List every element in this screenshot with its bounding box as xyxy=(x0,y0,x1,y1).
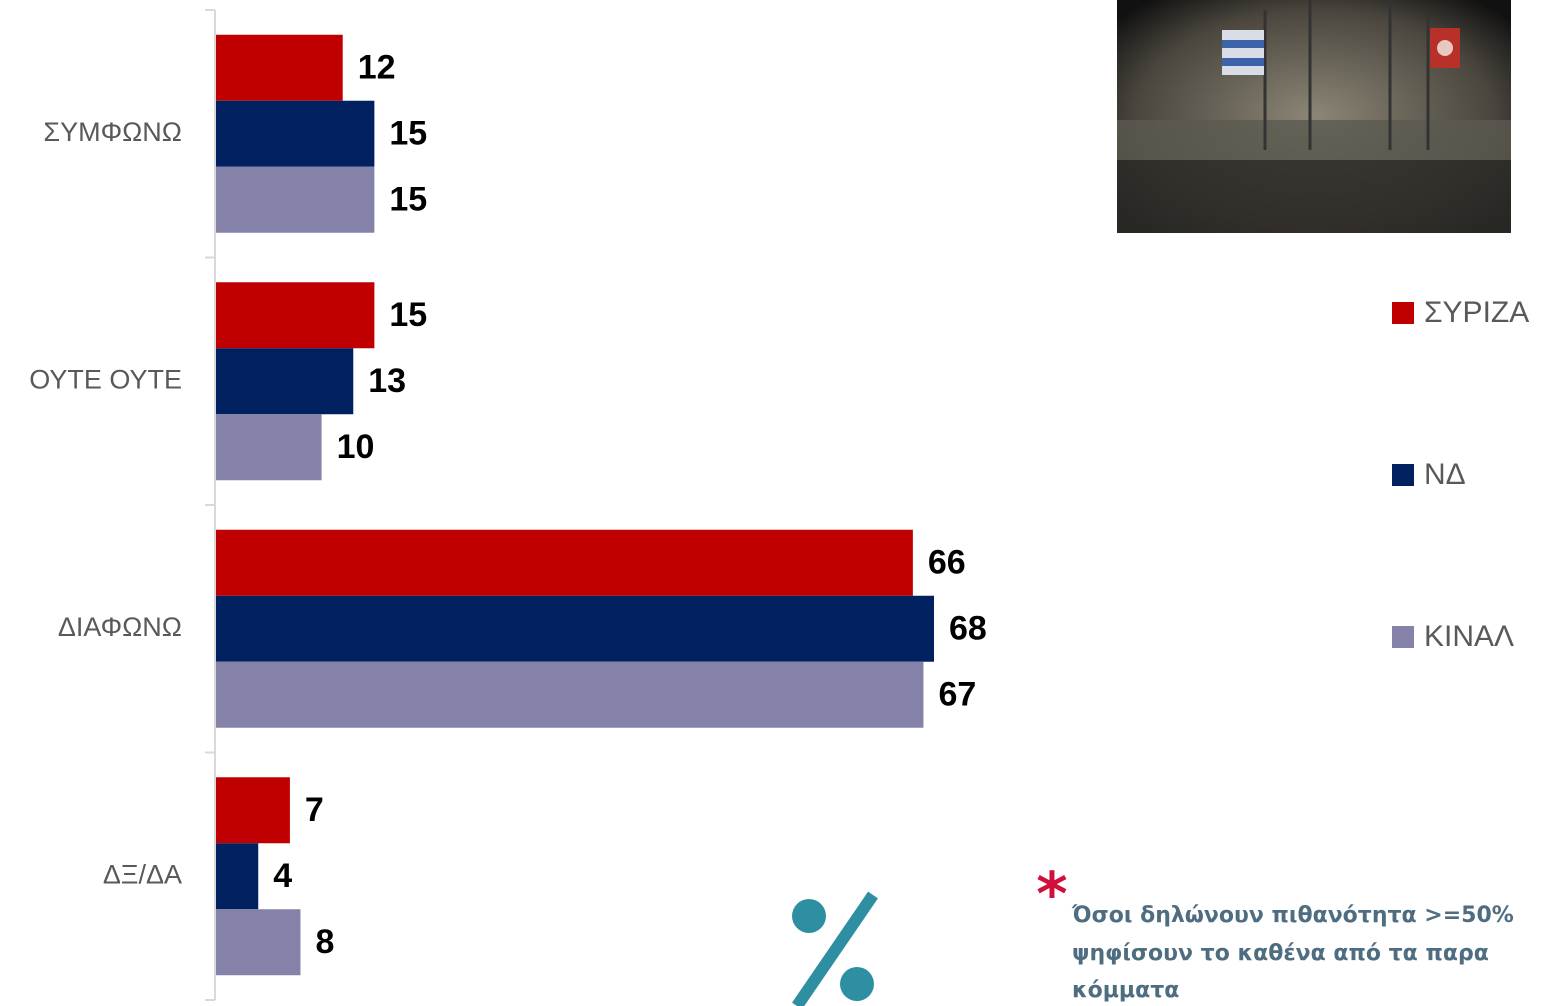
category-label: ΔΞ/ΔΑ xyxy=(103,859,182,889)
data-label: 12 xyxy=(358,49,396,87)
data-label: 15 xyxy=(389,296,427,334)
data-label: 4 xyxy=(273,857,292,895)
category-label: ΔΙΑΦΩΝΩ xyxy=(58,612,182,642)
bar xyxy=(216,100,375,167)
legend-label: ΚΙΝΑΛ xyxy=(1424,620,1514,653)
percent-icon xyxy=(792,891,878,1006)
bar xyxy=(216,777,290,844)
data-label: 8 xyxy=(315,923,334,961)
footnote-line: ψηφίσουν το καθένα από τα παρα xyxy=(1072,941,1489,966)
bar xyxy=(216,843,259,910)
bar xyxy=(216,34,343,101)
data-label: 7 xyxy=(305,791,324,829)
bar xyxy=(216,909,301,976)
category-label: ΣΥΜΦΩΝΩ xyxy=(43,117,182,147)
data-label: 13 xyxy=(368,362,406,400)
legend-swatch xyxy=(1392,626,1414,648)
data-label: 68 xyxy=(949,610,987,648)
data-label: 67 xyxy=(938,676,976,714)
footnote-line: Όσοι δηλώνουν πιθανότητα >=50% xyxy=(1071,903,1514,928)
footnote-line: κόμματα xyxy=(1072,978,1179,1003)
legend-swatch xyxy=(1392,464,1414,486)
bar xyxy=(216,282,375,349)
data-label: 15 xyxy=(389,181,427,219)
category-label: ΟΥΤΕ ΟΥΤΕ xyxy=(29,364,182,394)
bar xyxy=(216,661,924,728)
legend-swatch xyxy=(1392,302,1414,324)
bar xyxy=(216,414,322,481)
bar xyxy=(216,166,375,233)
bar xyxy=(216,595,934,662)
data-label: 15 xyxy=(389,115,427,153)
footnote-marker: * xyxy=(1036,860,1067,930)
legend-label: ΣΥΡΙΖΑ xyxy=(1424,296,1529,329)
legend-label: ΝΔ xyxy=(1424,458,1466,491)
photo xyxy=(1117,0,1511,233)
bar xyxy=(216,348,354,415)
data-label: 66 xyxy=(928,544,966,582)
data-label: 10 xyxy=(337,428,375,466)
bar xyxy=(216,529,913,596)
